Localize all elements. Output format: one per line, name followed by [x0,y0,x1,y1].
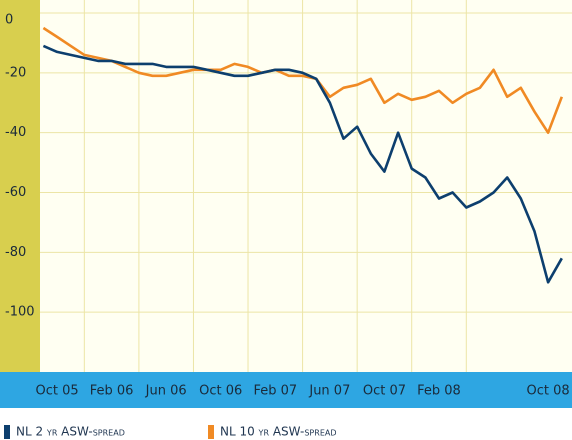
x-tick-label: Oct 06 [199,384,242,399]
y-tick-label: -20 [5,65,26,80]
x-tick-label: Feb 08 [417,384,461,399]
grid [40,0,572,372]
legend-swatch [4,425,10,439]
x-tick-label: Oct 08 [527,384,570,399]
y-axis-band [0,0,40,372]
y-tick-label: 0 [5,13,13,28]
x-tick-label: Jun 07 [308,384,350,399]
y-tick-label: -40 [5,125,26,140]
y-tick-label: -60 [5,185,26,200]
labels: 0 -20 -40 -60 -80 -100 Oct 05 Feb 06 Jun 06 Oct 0… [4,13,570,439]
x-tick-label: Oct 07 [363,384,406,399]
x-tick-label: Feb 07 [253,384,297,399]
x-axis-band [0,372,572,408]
legend: NL 2 yr ASW-spread [16,425,125,439]
x-tick-label: Oct 05 [35,384,78,399]
x-tick-label: Feb 06 [90,384,134,399]
legend: NL 10 yr ASW-spread [220,425,337,439]
lines [42,26,564,284]
y-tick-label: -80 [5,245,26,260]
legend-swatch [208,425,214,439]
series-line [42,44,563,284]
x-tick-label: Jun 06 [145,384,187,399]
y-tick-label: -100 [5,305,35,320]
plot-area [40,0,572,372]
series-line [42,26,564,134]
